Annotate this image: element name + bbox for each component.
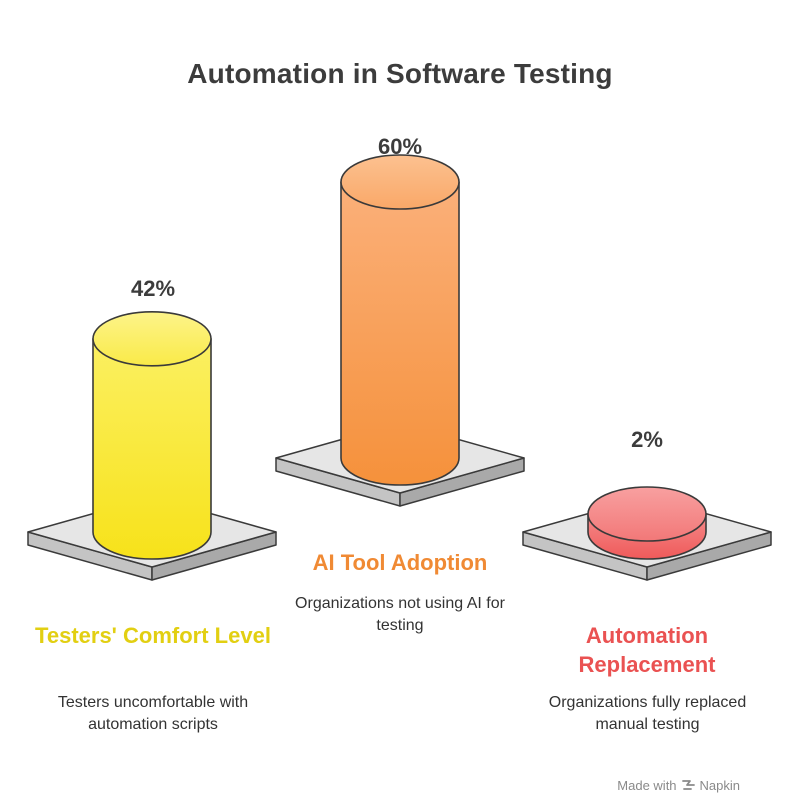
chart-title: Automation in Software Testing <box>187 58 613 89</box>
description-ai-tool-adoption: Organizations not using AI for testing <box>295 595 505 634</box>
value-label-automation-replacement: 2% <box>631 427 663 452</box>
footer-attribution: Made with Napkin <box>617 777 740 793</box>
category-label-automation-replacement: Automation Replacement <box>578 623 716 677</box>
value-label-testers-comfort: 42% <box>130 276 176 301</box>
bar-automation-replacement <box>587 486 707 560</box>
footer-prefix: Made with <box>617 777 677 793</box>
value-label-ai-tool-adoption: 60% <box>377 134 423 159</box>
category-label-ai-tool-adoption: AI Tool Adoption <box>312 550 488 575</box>
footer-brand-name: Napkin <box>699 777 740 793</box>
bar-ai-tool-adoption <box>340 154 460 486</box>
description-automation-replacement: Organizations fully replaced manual test… <box>548 694 747 733</box>
category-label-testers-comfort: Testers' Comfort Level <box>35 623 271 648</box>
description-testers-comfort: Testers uncomfortable with automation sc… <box>57 694 249 733</box>
footer-brand: Napkin <box>681 777 740 793</box>
bar-testers-comfort <box>92 310 212 560</box>
napkin-logo-icon <box>681 780 695 790</box>
